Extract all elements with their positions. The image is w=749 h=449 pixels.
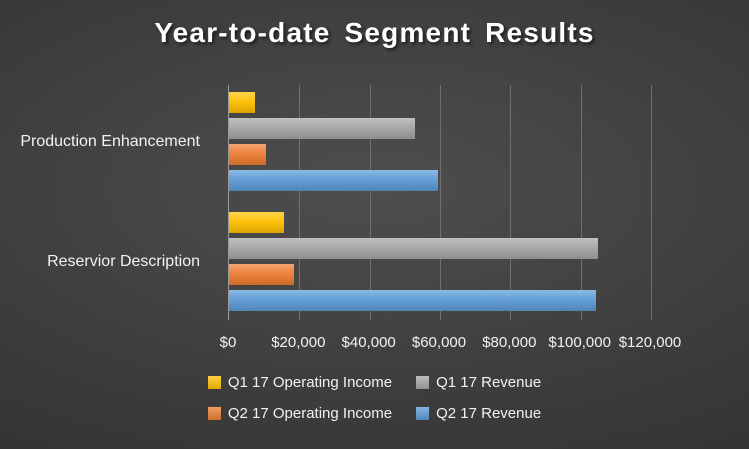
legend-row: Q2 17 Operating Income Q2 17 Revenue bbox=[207, 405, 541, 422]
bar-groups bbox=[229, 85, 651, 320]
category-axis: Production Enhancement Reservior Descript… bbox=[0, 85, 212, 320]
plot-area bbox=[228, 85, 652, 320]
legend-item-q2-17-operating-income: Q2 17 Operating Income bbox=[207, 405, 393, 422]
bar-group-reservior-description bbox=[229, 212, 651, 311]
gridline bbox=[369, 85, 371, 320]
legend-label: Q2 17 Revenue bbox=[436, 405, 542, 422]
bar-reservior-description-q2-17-operating-income bbox=[229, 264, 295, 285]
x-tick-label: $20,000 bbox=[271, 334, 326, 351]
legend-swatch-q2-17-revenue bbox=[416, 407, 430, 420]
category-label-reservior-description: Reservior Description bbox=[47, 252, 200, 270]
bar-reservior-description-q1-17-revenue bbox=[229, 238, 599, 259]
x-tick-label: $60,000 bbox=[411, 334, 467, 351]
bar-production-enhancement-q1-17-revenue bbox=[229, 118, 416, 139]
bar-production-enhancement-q1-17-operating-income bbox=[229, 92, 256, 113]
gridline bbox=[299, 85, 301, 320]
legend-item-q1-17-revenue: Q1 17 Revenue bbox=[416, 374, 541, 391]
bar-production-enhancement-q2-17-operating-income bbox=[229, 144, 266, 165]
legend-swatch-q1-17-revenue bbox=[416, 376, 430, 389]
legend-item-q2-17-revenue: Q2 17 Revenue bbox=[416, 405, 541, 422]
bar-reservior-description-q1-17-operating-income bbox=[229, 212, 284, 233]
legend-row: Q1 17 Operating Income Q1 17 Revenue bbox=[207, 374, 541, 391]
legend: Q1 17 Operating Income Q1 17 Revenue Q2 17… bbox=[0, 374, 749, 422]
legend-label: Q1 17 Revenue bbox=[436, 374, 542, 391]
x-tick-label: $120,000 bbox=[618, 334, 682, 351]
legend-swatch-q2-17-operating-income bbox=[207, 407, 221, 420]
gridline bbox=[440, 85, 441, 320]
x-tick-label: $80,000 bbox=[482, 334, 537, 351]
x-tick-label: $40,000 bbox=[341, 334, 396, 351]
legend-label: Q2 17 Operating Income bbox=[227, 405, 393, 422]
legend-item-q1-17-operating-income: Q1 17 Operating Income bbox=[207, 374, 393, 391]
x-axis: $0 $20,000 $40,000 $60,000 $80,000 $100,000 $1… bbox=[220, 334, 682, 354]
legend-swatch-q1-17-operating-income bbox=[207, 376, 221, 389]
bar-production-enhancement-q2-17-revenue bbox=[229, 170, 439, 191]
chart-title: Year-to-date Segment Results bbox=[154, 17, 595, 48]
x-tick-label: $0 bbox=[219, 334, 237, 351]
legend-label: Q1 17 Operating Income bbox=[227, 374, 393, 391]
x-tick-label: $100,000 bbox=[548, 334, 611, 351]
gridline bbox=[510, 85, 512, 320]
bar-reservior-description-q2-17-revenue bbox=[229, 290, 597, 311]
gridline bbox=[580, 85, 582, 320]
category-label-production-enhancement: Production Enhancement bbox=[20, 132, 200, 150]
bar-group-production-enhancement bbox=[229, 92, 651, 191]
gridline bbox=[651, 85, 652, 320]
